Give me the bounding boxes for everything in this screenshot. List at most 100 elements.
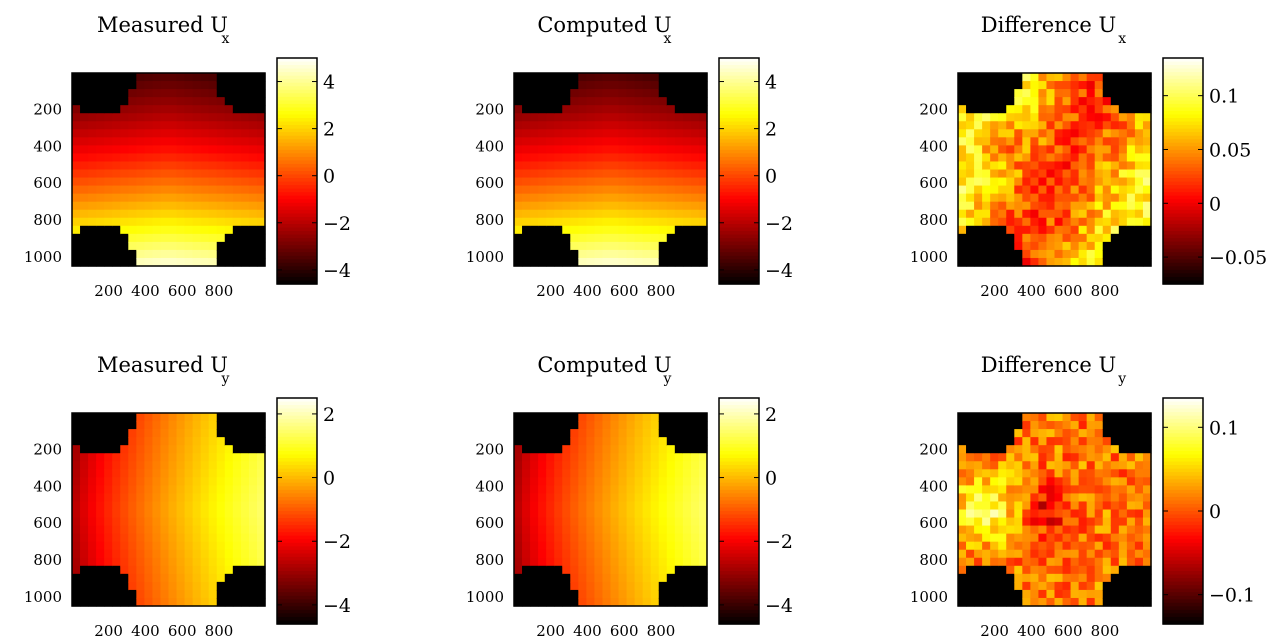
heatmap-cell: [1006, 477, 1015, 486]
colorbar-segment: [1163, 276, 1203, 282]
heatmap-cell: [998, 209, 1007, 219]
heatmap-cell: [1062, 233, 1072, 243]
heatmap-cell: [192, 257, 202, 267]
heatmap-cell: [112, 145, 121, 155]
heatmap-cell: [690, 437, 700, 446]
heatmap-cell: [152, 501, 162, 511]
heatmap-cell: [1006, 193, 1015, 203]
heatmap-cell: [232, 437, 242, 446]
colorbar-segment: [277, 461, 317, 466]
heatmap-cell: [586, 557, 596, 567]
heatmap-cell: [72, 565, 81, 575]
heatmap-cell: [1086, 437, 1096, 446]
colorbar-segment: [277, 280, 317, 285]
heatmap-cell: [128, 209, 137, 219]
heatmap-cell: [546, 557, 555, 567]
colorbar-segment: [719, 532, 759, 537]
heatmap-cell: [610, 533, 620, 543]
heatmap-cell: [570, 137, 579, 146]
colorbar-segment: [1163, 171, 1203, 176]
heatmap-cell: [650, 445, 660, 454]
heatmap-cell: [650, 161, 660, 171]
heatmap-cell: [538, 161, 547, 171]
heatmap-cell: [232, 565, 242, 575]
heatmap-cell: [530, 145, 539, 155]
heatmap-cell: [578, 533, 587, 543]
heatmap-cell: [1110, 137, 1120, 146]
heatmap-cell: [1142, 517, 1152, 527]
heatmap-cell: [1102, 477, 1112, 486]
heatmap-cell: [610, 161, 620, 171]
heatmap-cell: [184, 485, 194, 495]
heatmap-cell: [144, 201, 154, 211]
heatmap-cell: [958, 541, 967, 551]
heatmap-cell: [618, 193, 628, 203]
heatmap-cell: [674, 573, 684, 583]
heatmap-cell: [184, 517, 194, 527]
heatmap-cell: [160, 169, 170, 179]
heatmap-cell: [998, 453, 1007, 462]
heatmap-cell: [530, 209, 539, 219]
heatmap-cell: [658, 517, 668, 527]
heatmap-cell: [666, 421, 676, 430]
heatmap-cell: [642, 97, 652, 106]
heatmap-cell: [1118, 557, 1128, 567]
heatmap-cell: [208, 113, 218, 122]
heatmap-cell: [634, 105, 644, 114]
heatmap-cell: [682, 105, 692, 114]
heatmap-cell: [650, 437, 660, 446]
heatmap-cell: [200, 453, 210, 462]
heatmap-cell: [104, 597, 113, 607]
colorbar-segment: [1163, 163, 1203, 169]
heatmap-cell: [554, 89, 563, 98]
heatmap-cell: [1030, 81, 1040, 90]
heatmap-cell: [570, 249, 579, 259]
heatmap-cell: [1126, 193, 1136, 203]
heatmap-cell: [610, 453, 620, 462]
heatmap-cell: [80, 597, 89, 607]
heatmap-cell: [522, 477, 531, 486]
heatmap-cell: [88, 249, 97, 259]
colorbar-segment: [719, 227, 759, 232]
heatmap-cell: [120, 501, 129, 511]
heatmap-cell: [998, 565, 1007, 575]
heatmap-cell: [562, 97, 571, 106]
heatmap-cell: [594, 177, 604, 187]
heatmap-cell: [120, 81, 129, 90]
colorbar-segment: [719, 163, 759, 169]
heatmap-cell: [104, 193, 113, 203]
heatmap-cell: [88, 89, 97, 98]
colorbar-segment: [1163, 156, 1203, 162]
heatmap-cell: [610, 217, 620, 227]
heatmap-cell: [112, 241, 121, 251]
heatmap-cell: [96, 581, 105, 591]
heatmap-cell: [586, 445, 596, 454]
heatmap-cell: [642, 113, 652, 122]
heatmap-cell: [200, 89, 210, 98]
heatmap-cell: [144, 533, 154, 543]
colorbar-segment: [1163, 496, 1203, 502]
colorbar-segment: [719, 259, 759, 264]
heatmap-cell: [256, 97, 266, 106]
heatmap-cell: [690, 557, 700, 567]
heatmap-cell: [974, 573, 983, 583]
heatmap-cell: [120, 533, 129, 543]
heatmap-cell: [160, 597, 170, 607]
heatmap-cell: [650, 121, 660, 130]
heatmap-cell: [176, 413, 186, 422]
heatmap-cell: [168, 549, 178, 559]
heatmap-cell: [232, 493, 242, 503]
heatmap-cell: [192, 233, 202, 243]
heatmap-cell: [120, 145, 129, 155]
heatmap-cell: [998, 145, 1007, 155]
heatmap-cell: [1126, 525, 1136, 535]
heatmap-cell: [514, 461, 523, 470]
heatmap-cell: [990, 217, 999, 227]
heatmap-cell: [1086, 589, 1096, 599]
heatmap-cell: [112, 137, 121, 146]
subplot-title: Measured U: [97, 13, 228, 37]
heatmap-cell: [698, 201, 708, 211]
heatmap-cell: [602, 73, 612, 82]
heatmap-cell: [176, 437, 186, 446]
heatmap-cell: [72, 97, 81, 106]
